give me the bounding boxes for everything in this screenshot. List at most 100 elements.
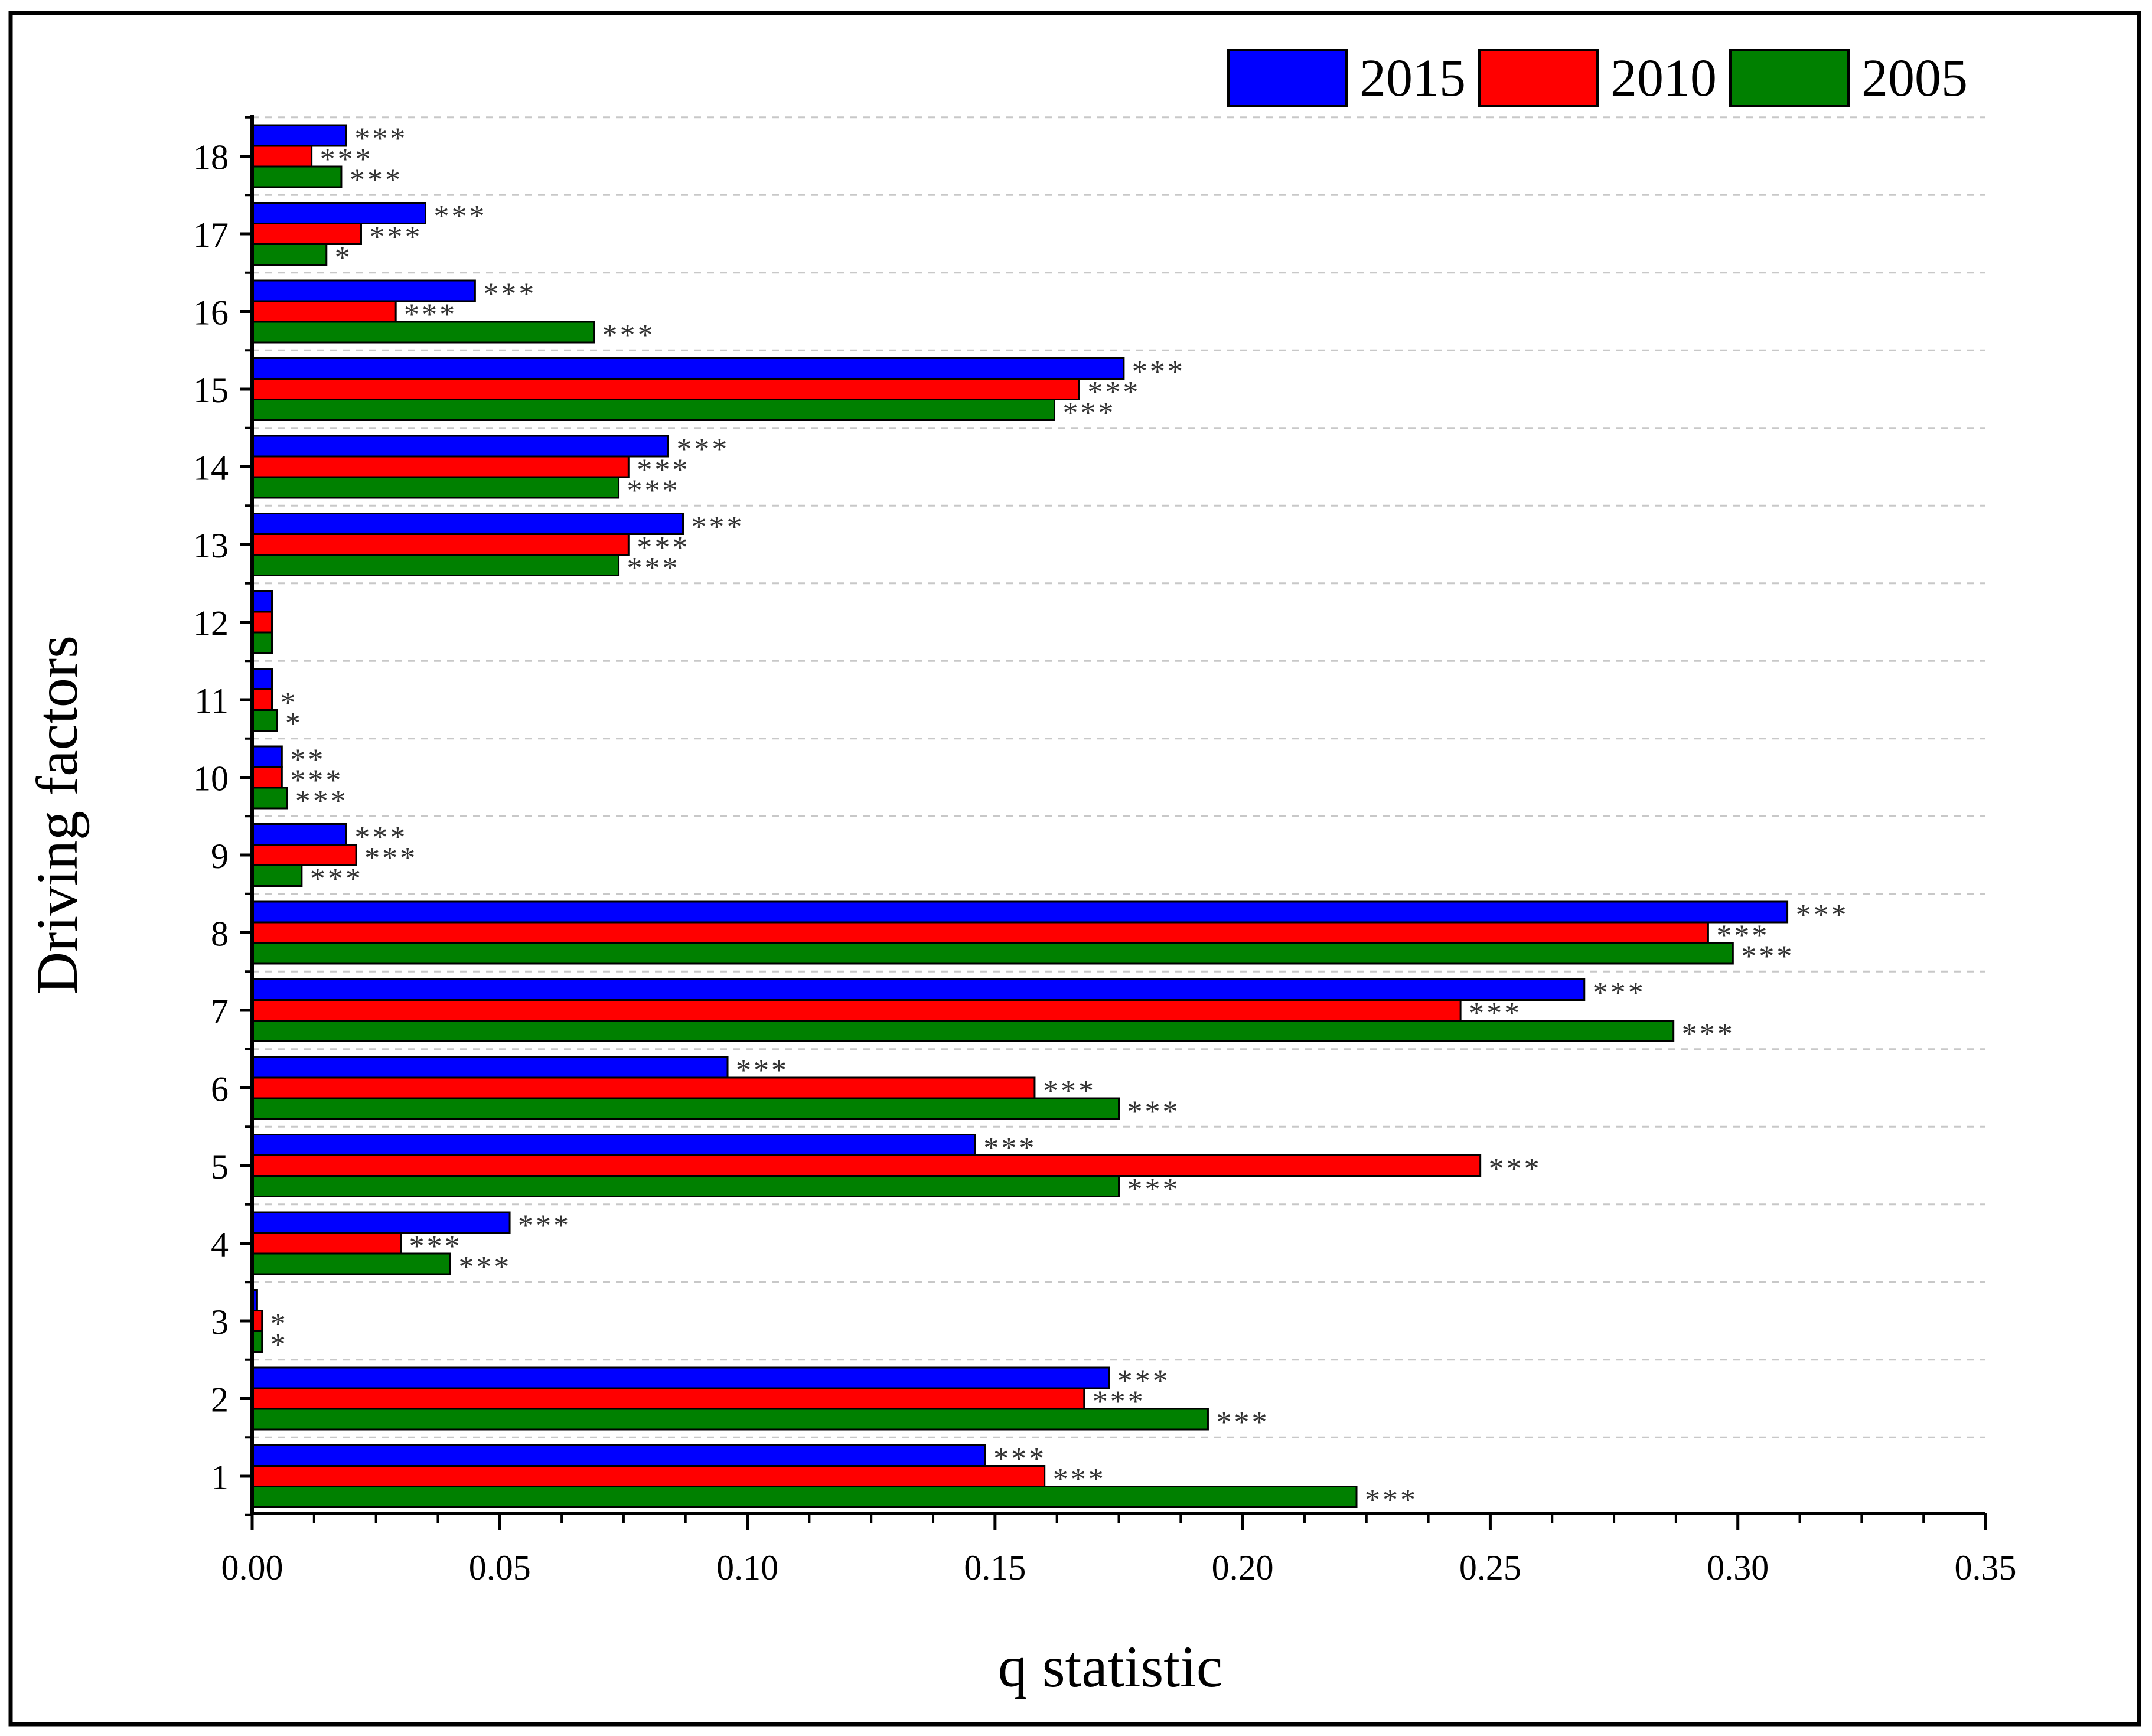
bar-2005-factor-8[interactable] (251, 942, 1734, 965)
x-tick-label: 0.20 (1212, 1548, 1274, 1587)
legend-swatch-2010[interactable] (1478, 49, 1599, 107)
bar-2005-factor-18[interactable] (251, 165, 343, 188)
bar-2010-factor-18[interactable] (251, 145, 313, 168)
significance-label-2010-factor-13: *** (637, 531, 690, 564)
significance-label-2010-factor-5: *** (1489, 1152, 1542, 1186)
bar-2010-factor-12[interactable] (251, 611, 273, 634)
y-tick-label: 11 (194, 681, 229, 720)
significance-label-2005-factor-6: *** (1127, 1095, 1181, 1129)
significance-label-2010-factor-1: *** (1053, 1463, 1106, 1496)
bar-2005-factor-9[interactable] (251, 864, 303, 887)
x-tick-label: 0.05 (469, 1548, 531, 1587)
bar-2010-factor-4[interactable] (251, 1232, 402, 1255)
bar-2015-factor-4[interactable] (251, 1211, 511, 1234)
bar-2015-factor-6[interactable] (251, 1056, 729, 1079)
significance-label-2010-factor-16: *** (404, 298, 457, 332)
bar-2010-factor-13[interactable] (251, 533, 630, 556)
x-tick-label: 0.10 (716, 1548, 778, 1587)
bar-2015-factor-14[interactable] (251, 435, 669, 458)
legend[interactable]: 2015 2010 2005 (1227, 49, 1968, 107)
y-tick-label: 1 (211, 1458, 229, 1497)
significance-label-2010-factor-7: *** (1469, 997, 1522, 1030)
significance-label-2015-factor-14: *** (676, 433, 729, 466)
bar-2010-factor-7[interactable] (251, 999, 1462, 1022)
bar-2015-factor-13[interactable] (251, 513, 684, 535)
bar-2015-factor-9[interactable] (251, 823, 347, 846)
significance-label-2015-factor-9: *** (354, 821, 407, 854)
bar-2010-factor-6[interactable] (251, 1076, 1036, 1099)
significance-label-2005-factor-10: *** (295, 785, 348, 818)
significance-label-2015-factor-6: *** (736, 1054, 789, 1088)
significance-label-2015-factor-8: *** (1796, 899, 1849, 932)
significance-label-2005-factor-7: *** (1682, 1017, 1735, 1051)
y-tick-label: 2 (211, 1381, 229, 1420)
y-tick-label: 13 (193, 526, 229, 565)
bar-2005-factor-7[interactable] (251, 1020, 1675, 1042)
bar-2010-factor-8[interactable] (251, 921, 1709, 944)
bar-2005-factor-2[interactable] (251, 1408, 1209, 1431)
significance-label-2005-factor-16: *** (602, 319, 656, 353)
significance-label-2005-factor-2: *** (1216, 1406, 1269, 1440)
y-tick-label: 6 (211, 1070, 229, 1109)
bar-2010-factor-14[interactable] (251, 455, 630, 478)
bar-2015-factor-1[interactable] (251, 1444, 986, 1467)
y-tick-label: 16 (193, 293, 229, 332)
significance-label-2005-factor-1: *** (1365, 1483, 1418, 1517)
bar-2015-factor-5[interactable] (251, 1134, 976, 1156)
bar-2010-factor-10[interactable] (251, 766, 283, 789)
significance-label-2010-factor-6: *** (1043, 1075, 1096, 1108)
y-tick-label: 3 (211, 1303, 229, 1342)
significance-label-2005-factor-8: *** (1741, 940, 1794, 974)
x-tick-label: 0.35 (1955, 1548, 2017, 1587)
bar-2015-factor-10[interactable] (251, 745, 283, 768)
legend-swatch-2005[interactable] (1729, 49, 1850, 107)
bar-2015-factor-15[interactable] (251, 357, 1125, 380)
bar-2005-factor-12[interactable] (251, 631, 273, 654)
bar-2005-factor-11[interactable] (251, 709, 278, 732)
significance-label-2015-factor-18: *** (354, 122, 407, 156)
significance-label-2015-factor-7: *** (1593, 976, 1646, 1010)
bar-2005-factor-5[interactable] (251, 1175, 1120, 1197)
significance-label-2010-factor-15: *** (1087, 376, 1140, 409)
y-tick-label: 9 (211, 837, 229, 876)
bar-2010-factor-2[interactable] (251, 1387, 1085, 1410)
bar-2010-factor-1[interactable] (251, 1465, 1046, 1487)
bars (251, 124, 1789, 1508)
x-tick-label: 0.25 (1459, 1548, 1521, 1587)
significance-label-2010-factor-8: *** (1716, 919, 1769, 953)
significance-label-2010-factor-4: *** (409, 1230, 462, 1264)
bar-2015-factor-7[interactable] (251, 978, 1586, 1001)
bar-2005-factor-15[interactable] (251, 399, 1055, 421)
bar-2015-factor-16[interactable] (251, 279, 476, 302)
significance-label-2010-factor-10: *** (290, 764, 343, 798)
bar-2010-factor-15[interactable] (251, 378, 1080, 400)
bar-2005-factor-14[interactable] (251, 476, 620, 499)
significance-label-2010-factor-11: * (281, 686, 298, 720)
bar-2005-factor-6[interactable] (251, 1097, 1120, 1120)
bar-2010-factor-11[interactable] (251, 688, 273, 711)
significance-label-2015-factor-4: *** (518, 1209, 571, 1243)
significance-label-2010-factor-18: *** (320, 143, 373, 177)
significance-label-2005-factor-17: * (335, 241, 353, 275)
significance-label-2010-factor-2: *** (1093, 1385, 1146, 1419)
bar-2015-factor-12[interactable] (251, 590, 273, 613)
legend-label-2015: 2015 (1359, 49, 1466, 107)
bar-2005-factor-10[interactable] (251, 787, 288, 810)
bar-2015-factor-8[interactable] (251, 900, 1789, 924)
bar-2015-factor-11[interactable] (251, 668, 273, 690)
x-tick-label: 0.15 (964, 1548, 1026, 1587)
significance-label-2010-factor-14: *** (637, 453, 690, 487)
bar-2015-factor-2[interactable] (251, 1366, 1110, 1389)
bar-2005-factor-1[interactable] (251, 1486, 1358, 1508)
bar-2010-factor-5[interactable] (251, 1154, 1482, 1177)
y-tick-label: 14 (193, 449, 229, 488)
bar-2005-factor-17[interactable] (251, 243, 328, 266)
bar-2005-factor-13[interactable] (251, 554, 620, 576)
bar-2010-factor-16[interactable] (251, 300, 397, 323)
legend-swatch-2015[interactable] (1227, 49, 1348, 107)
significance-label-2015-factor-10: ** (290, 743, 325, 777)
bar-2015-factor-18[interactable] (251, 124, 347, 147)
significance-label-2005-factor-3: * (270, 1328, 288, 1362)
